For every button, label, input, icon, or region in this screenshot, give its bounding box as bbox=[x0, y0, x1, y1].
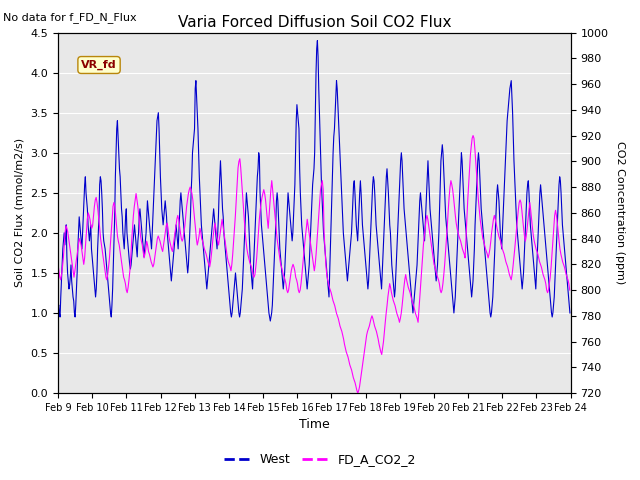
Y-axis label: CO2 Concentration (ppm): CO2 Concentration (ppm) bbox=[615, 141, 625, 285]
Title: Varia Forced Diffusion Soil CO2 Flux: Varia Forced Diffusion Soil CO2 Flux bbox=[177, 15, 451, 30]
Text: VR_fd: VR_fd bbox=[81, 60, 117, 70]
Legend: West, FD_A_CO2_2: West, FD_A_CO2_2 bbox=[219, 448, 421, 471]
Y-axis label: Soil CO2 Flux (mmol/m2/s): Soil CO2 Flux (mmol/m2/s) bbox=[15, 138, 25, 288]
X-axis label: Time: Time bbox=[299, 419, 330, 432]
Text: No data for f_FD_N_Flux: No data for f_FD_N_Flux bbox=[3, 12, 137, 23]
